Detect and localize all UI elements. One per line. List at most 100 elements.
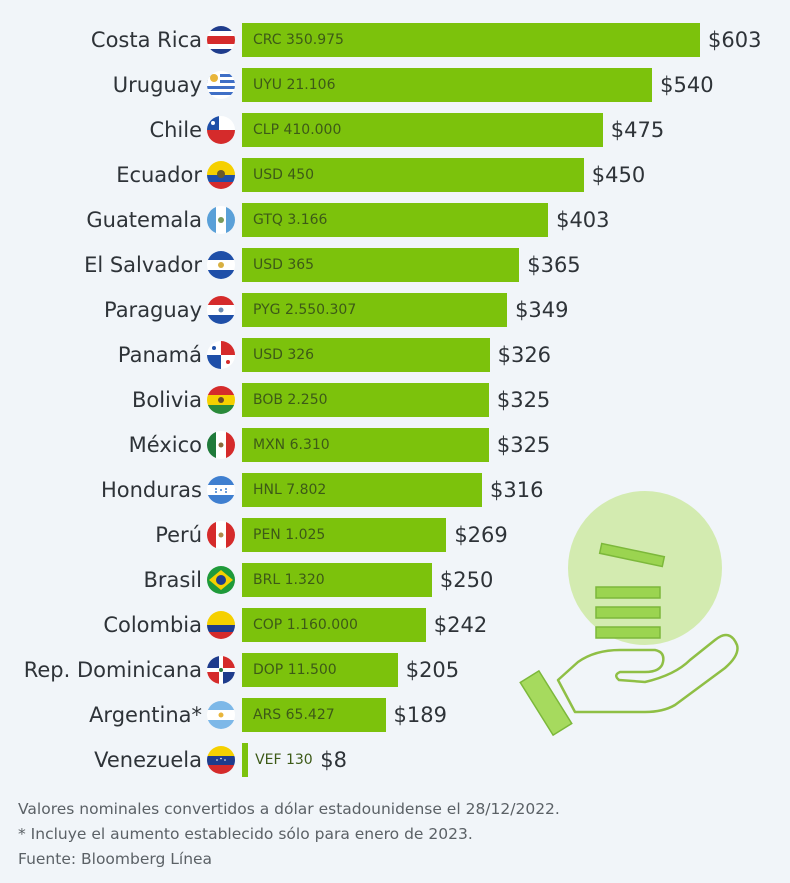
flag-brasil-icon xyxy=(207,566,235,594)
category-label: Ecuador xyxy=(116,163,202,187)
flag-guatemala-icon xyxy=(207,206,235,234)
source: Fuente: Bloomberg Línea xyxy=(18,850,213,868)
value-label: $205 xyxy=(405,658,460,682)
value-label: $325 xyxy=(496,433,551,457)
flag-costa-rica-icon xyxy=(207,26,235,54)
chart-row: El Salvador USD 365 $365 xyxy=(0,248,790,282)
value-label: $403 xyxy=(556,208,610,232)
bar xyxy=(242,293,508,327)
local-currency-label: DOP 11.500 xyxy=(253,662,337,678)
category-label: Perú xyxy=(155,523,202,547)
bar xyxy=(242,113,603,147)
chart-row: Guatemala GTQ 3.166 $403 xyxy=(0,203,790,237)
flag-argentina-icon xyxy=(207,701,235,729)
bar xyxy=(242,608,426,642)
bar xyxy=(242,158,584,192)
chart-row: Argentina* ARS 65.427 $189 xyxy=(0,698,790,732)
value-label: $450 xyxy=(591,163,646,187)
category-label: Colombia xyxy=(103,613,202,637)
category-label: Costa Rica xyxy=(90,28,202,52)
chart-row: Honduras HNL 7.802 $316 xyxy=(0,473,790,507)
category-label: Paraguay xyxy=(103,298,202,322)
local-currency-label: USD 326 xyxy=(253,347,315,363)
value-label: $189 xyxy=(393,703,447,727)
local-currency-label: UYU 21.106 xyxy=(253,77,336,93)
local-currency-label: ARS 65.427 xyxy=(253,707,335,723)
chart-row: Perú PEN 1.025 $269 xyxy=(0,518,790,552)
local-currency-label: PEN 1.025 xyxy=(253,527,326,543)
category-label: Chile xyxy=(149,118,202,142)
category-label: Honduras xyxy=(100,478,202,502)
flag-colombia-icon xyxy=(207,611,235,639)
flag-venezuela-icon xyxy=(207,746,235,774)
category-label: Uruguay xyxy=(112,73,202,97)
chart-row: Brasil BRL 1.320 $250 xyxy=(0,563,790,597)
flag-uruguay-icon xyxy=(207,71,235,99)
local-currency-label: HNL 7.802 xyxy=(253,482,327,498)
flag-bolivia-icon xyxy=(207,386,235,414)
value-label: $326 xyxy=(497,343,552,367)
category-label: Guatemala xyxy=(86,208,202,232)
flag-el-salvador-icon xyxy=(207,251,235,279)
bar xyxy=(242,203,549,237)
bar xyxy=(242,653,398,687)
chart-row: Chile CLP 410.000 $475 xyxy=(0,113,790,147)
category-label: Panamá xyxy=(117,343,202,367)
footnote-argentina: * Incluye el aumento establecido sólo pa… xyxy=(18,825,473,843)
chart-row: Paraguay PYG 2.550.307 $349 xyxy=(0,293,790,327)
value-label: $250 xyxy=(439,568,494,592)
category-label: México xyxy=(128,433,202,457)
value-label: $316 xyxy=(490,478,544,502)
chart-row: Rep. Dominicana DOP 11.500 $205 xyxy=(0,653,790,687)
local-currency-label: USD 365 xyxy=(253,257,315,273)
flag-mexico-icon xyxy=(207,431,235,459)
chart-row: México MXN 6.310 $325 xyxy=(0,428,790,462)
flag-honduras-icon xyxy=(207,476,235,504)
chart-row: Venezuela VEF 130 $8 xyxy=(0,743,790,777)
value-label: $349 xyxy=(515,298,569,322)
value-label: $8 xyxy=(320,748,347,772)
category-label: Brasil xyxy=(143,568,202,592)
footnote-conversion: Valores nominales convertidos a dólar es… xyxy=(18,800,560,818)
category-label: El Salvador xyxy=(84,253,202,277)
bar xyxy=(242,68,653,102)
value-label: $242 xyxy=(433,613,488,637)
chart-row: Panamá USD 326 $326 xyxy=(0,338,790,372)
local-currency-label: MXN 6.310 xyxy=(253,437,330,453)
local-currency-label: USD 450 xyxy=(253,167,315,183)
flag-rep-dominicana-icon xyxy=(207,656,235,684)
category-label: Venezuela xyxy=(94,748,202,772)
bar xyxy=(242,563,432,597)
chart-row: Uruguay UYU 21.106 $540 xyxy=(0,68,790,102)
footnotes: Valores nominales convertidos a dólar es… xyxy=(18,797,560,872)
flag-chile-icon xyxy=(207,116,235,144)
chart-row: Colombia COP 1.160.000 $242 xyxy=(0,608,790,642)
value-label: $540 xyxy=(660,73,714,97)
value-label: $365 xyxy=(527,253,581,277)
local-currency-label: COP 1.160.000 xyxy=(253,617,358,633)
bar xyxy=(242,383,489,417)
category-label: Bolivia xyxy=(131,388,202,412)
flag-panama-icon xyxy=(207,341,235,369)
bar xyxy=(242,473,482,507)
local-currency-label: GTQ 3.166 xyxy=(253,212,328,228)
category-label: Rep. Dominicana xyxy=(23,658,202,682)
bar xyxy=(242,698,386,732)
local-currency-label: BRL 1.320 xyxy=(253,572,325,588)
local-currency-label: BOB 2.250 xyxy=(253,392,328,408)
local-currency-label: PYG 2.550.307 xyxy=(253,302,357,318)
bar xyxy=(242,248,520,282)
chart-row: Ecuador USD 450 $450 xyxy=(0,158,790,192)
bar-chart: Costa Rica CRC 350.975 $603 Uruguay UYU 21.1… xyxy=(0,23,790,777)
bar xyxy=(242,518,447,552)
category-label: Argentina* xyxy=(89,703,202,727)
local-currency-label: VEF 130 xyxy=(255,752,313,768)
bar xyxy=(242,338,490,372)
value-label: $603 xyxy=(708,28,762,52)
chart-row: Costa Rica CRC 350.975 $603 xyxy=(0,23,790,57)
flag-paraguay-icon xyxy=(207,296,235,324)
chart-row: Bolivia BOB 2.250 $325 xyxy=(0,383,790,417)
flag-peru-icon xyxy=(207,521,235,549)
bar xyxy=(242,23,700,57)
value-label: $269 xyxy=(454,523,508,547)
